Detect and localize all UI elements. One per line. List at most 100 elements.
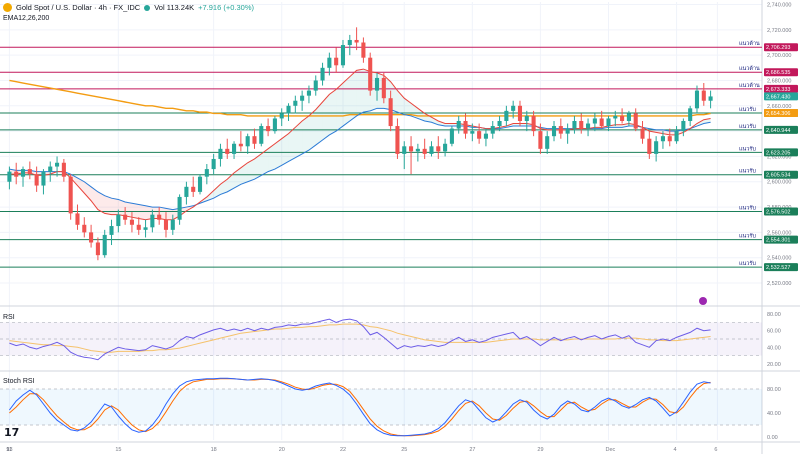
candle-body [279, 113, 284, 119]
candle-body [170, 219, 175, 230]
ema-ribbon-fill [302, 115, 309, 154]
rsi-tick-label: 20.00 [767, 362, 781, 368]
ema-ribbon-fill [77, 177, 85, 194]
ema-ribbon-fill [417, 108, 425, 121]
candle-body [422, 148, 427, 154]
ema-ribbon-fill [404, 98, 412, 116]
ema-ribbon-fill [513, 123, 520, 127]
candle-body [701, 90, 706, 101]
candle-body [586, 123, 591, 129]
candle-body [150, 214, 155, 228]
candle-body [157, 214, 162, 220]
ema-ribbon-fill [329, 89, 337, 135]
candle-body [551, 126, 557, 137]
candle-body [272, 118, 277, 132]
candle-body [7, 171, 12, 182]
candle-body [483, 133, 488, 139]
level-price-badge [764, 235, 798, 244]
market-status-icon [144, 4, 151, 11]
resistance-tag: แนวต้าน [739, 82, 760, 89]
price-tick-label: 2,540.000 [767, 256, 791, 262]
stoch-rsi-label[interactable]: Stoch RSI [3, 378, 35, 385]
ema200-price-label: 2,654.306 [766, 111, 790, 117]
rsi-ma-line [9, 323, 711, 353]
price-tick-label: 2,720.000 [767, 28, 791, 34]
rsi-tick-label: 80.00 [767, 312, 781, 318]
candle-body [463, 120, 468, 134]
ema-ribbon-fill [615, 124, 623, 128]
support-tag: แนวรับ [739, 233, 756, 240]
ema-ribbon-fill [247, 158, 255, 182]
candle-body [327, 57, 332, 68]
ema-ribbon-fill [227, 172, 235, 192]
ema-ribbon-fill [165, 208, 173, 220]
candle-body [599, 118, 604, 127]
ema-ribbon-fill [254, 153, 262, 180]
ema-ribbon-fill [696, 119, 704, 127]
ema-indicator-label[interactable]: EMA12,26,200 [3, 15, 50, 22]
candle-body [95, 242, 100, 256]
symbol-title[interactable]: Gold Spot / U.S. Dollar · 4h · FX_IDC [16, 3, 141, 12]
candle-body [415, 148, 420, 152]
level-price-label: 2,605.534 [766, 173, 790, 179]
time-tick-label: 15 [115, 447, 121, 453]
stoch-k-line [9, 377, 711, 437]
rsi-label[interactable]: RSI [3, 314, 15, 321]
ema-ribbon-fill [261, 148, 269, 176]
candle-body [306, 90, 311, 96]
level-price-label: 2,623.205 [766, 150, 790, 156]
candle-body [449, 128, 454, 144]
candle-body [443, 143, 448, 152]
ema-ribbon-fill [281, 133, 289, 166]
stoch-tick-label: 40.00 [767, 411, 781, 417]
candle-body [354, 39, 359, 43]
candle-body [136, 224, 141, 230]
ema-ribbon-fill [97, 191, 105, 214]
level-price-badge [764, 68, 798, 77]
candle-body [320, 67, 325, 81]
ema200-price-badge [764, 109, 798, 118]
last-price-badge [764, 92, 798, 101]
candle-body [266, 126, 271, 132]
candle-body [708, 96, 713, 101]
candle-body [211, 158, 216, 170]
candle-body [504, 110, 509, 121]
time-tick-label: 29 [537, 447, 543, 453]
ema-ribbon-fill [336, 83, 343, 132]
ema-ribbon-fill [519, 123, 527, 127]
candle-body [409, 146, 414, 152]
ema200-line [9, 79, 711, 117]
candle-body [606, 118, 611, 127]
time-tick-label: 9 [6, 447, 9, 453]
ema-ribbon-fill [288, 127, 296, 162]
level-price-label: 2,532.527 [766, 265, 790, 271]
candle-body [116, 214, 121, 227]
ema-ribbon-fill [213, 184, 221, 199]
tradingview-logo-icon[interactable]: 17 [4, 426, 20, 439]
candle-body [436, 146, 441, 152]
candle-body [511, 105, 516, 111]
candle-body [558, 126, 563, 134]
ema-ribbon-fill [274, 138, 282, 170]
level-price-label: 2,686.535 [766, 70, 790, 76]
level-price-badge [764, 148, 798, 157]
price-tick-label: 2,700.000 [767, 53, 791, 59]
ema-ribbon-fill [104, 195, 112, 215]
time-tick-label: 13 [6, 447, 12, 453]
candle-body [334, 57, 339, 66]
candle-body [374, 77, 380, 91]
support-tag: แนวรับ [739, 106, 756, 113]
candle-body [456, 120, 461, 129]
resistance-tag: แนวต้าน [739, 40, 760, 47]
level-price-label: 2,640.944 [766, 128, 790, 134]
price-tick-label: 2,620.000 [767, 154, 791, 160]
candle-body [347, 39, 352, 46]
price-tick-label: 2,680.000 [767, 78, 791, 84]
ema-ribbon-fill [322, 94, 330, 140]
candle-body [470, 131, 475, 134]
candle-body [388, 98, 393, 127]
stoch-tick-label: 0.00 [767, 435, 778, 441]
candle-body [368, 57, 373, 91]
candle-body [218, 148, 223, 159]
